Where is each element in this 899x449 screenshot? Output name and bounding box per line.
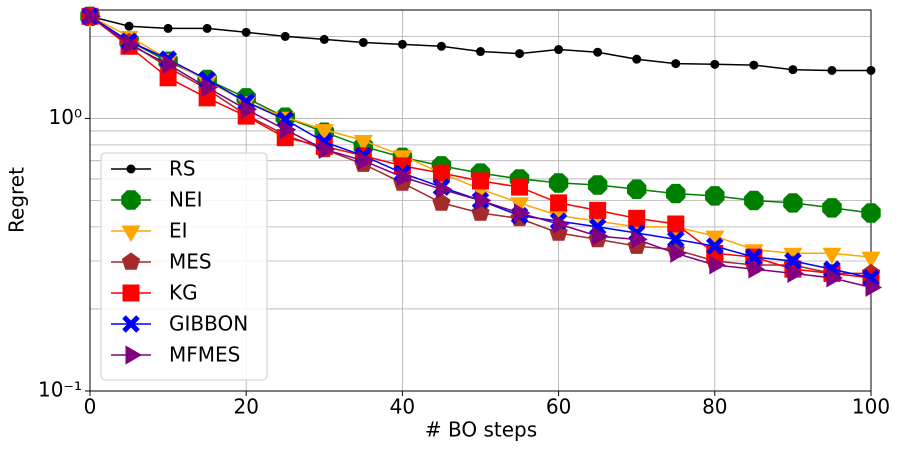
x-tick-label: 100	[852, 395, 890, 419]
point	[706, 237, 724, 255]
point	[705, 186, 725, 206]
point	[240, 99, 258, 119]
point	[861, 203, 881, 223]
point	[514, 203, 531, 223]
point	[314, 124, 334, 141]
legend-label: RS	[169, 157, 196, 181]
point	[435, 179, 453, 199]
x-tick-label: 80	[702, 395, 727, 419]
point	[788, 65, 798, 75]
legend-marker	[121, 252, 141, 270]
point	[476, 47, 485, 57]
point	[587, 175, 608, 195]
legend-label: NEI	[169, 188, 203, 212]
legend-marker	[122, 284, 140, 302]
point	[631, 229, 648, 249]
point	[710, 59, 720, 69]
point	[593, 47, 603, 57]
x-tick-label: 40	[390, 395, 415, 419]
point	[550, 194, 568, 212]
point	[84, 6, 102, 26]
point	[592, 226, 609, 246]
point	[670, 243, 687, 263]
point	[432, 164, 450, 182]
point	[396, 167, 414, 187]
legend-label: KG	[169, 281, 198, 305]
point	[353, 135, 373, 152]
point	[202, 23, 212, 33]
legend-marker	[121, 225, 141, 242]
x-axis-label: # BO steps	[425, 418, 537, 442]
point	[787, 263, 804, 283]
series	[85, 11, 876, 75]
point	[627, 179, 647, 199]
point	[666, 183, 686, 204]
point	[861, 251, 881, 269]
point	[357, 151, 375, 171]
series	[84, 6, 883, 297]
point	[241, 27, 251, 37]
point	[201, 77, 219, 97]
point	[124, 21, 134, 31]
point	[822, 247, 842, 265]
point	[397, 39, 407, 49]
point	[827, 65, 837, 75]
x-tick-label: 60	[546, 395, 571, 419]
point	[548, 173, 569, 193]
point	[667, 215, 685, 233]
point	[511, 178, 529, 196]
legend-marker	[121, 190, 141, 210]
point	[515, 49, 525, 59]
point	[822, 198, 842, 218]
legend: RS NEI EI MES KG GIBBON MFMES	[100, 152, 268, 381]
point	[628, 209, 646, 227]
point	[553, 214, 570, 234]
point	[319, 34, 329, 44]
point	[671, 59, 681, 69]
point	[279, 120, 297, 140]
point	[318, 139, 336, 159]
point	[475, 190, 492, 211]
point	[866, 65, 876, 75]
x-tick-label: 0	[84, 395, 97, 419]
point	[709, 255, 726, 275]
point	[159, 69, 177, 87]
point	[666, 230, 685, 249]
point	[358, 37, 368, 47]
point	[162, 54, 180, 74]
legend-marker	[122, 315, 140, 333]
y-axis-label: Regret	[5, 167, 29, 233]
legend-label: GIBBON	[169, 312, 248, 336]
point	[589, 201, 607, 219]
legend-label: MES	[169, 250, 212, 274]
point	[163, 23, 173, 33]
y-tick-label: 10⁻¹	[38, 378, 82, 402]
legend-label: MFMES	[169, 343, 240, 367]
point	[472, 172, 489, 190]
point	[123, 34, 141, 54]
point	[748, 259, 765, 279]
point	[280, 31, 290, 41]
point	[865, 277, 883, 297]
legend-marker	[125, 345, 142, 365]
y-tick-label: 10⁰	[49, 105, 82, 129]
point	[632, 54, 642, 64]
point	[432, 193, 451, 211]
legend-label: EI	[169, 219, 188, 243]
point	[744, 190, 764, 211]
point	[826, 268, 843, 288]
point	[436, 41, 446, 51]
legend-marker	[126, 164, 136, 174]
point	[783, 193, 803, 213]
point	[554, 45, 564, 55]
x-tick-label: 20	[233, 395, 258, 419]
point	[749, 60, 759, 70]
plot-frame	[89, 9, 872, 392]
